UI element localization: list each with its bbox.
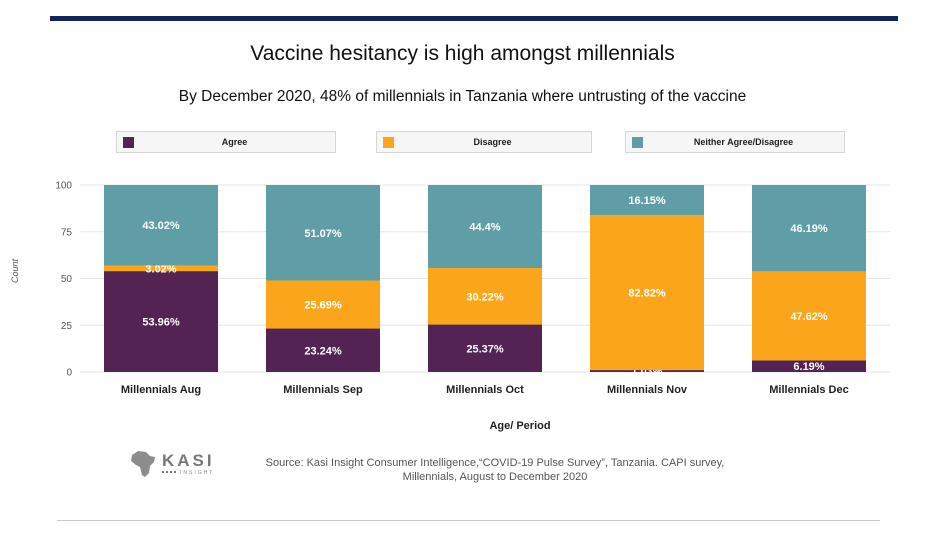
source-note: Source: Kasi Insight Consumer Intelligen… <box>240 456 750 484</box>
bar-segment <box>266 280 380 329</box>
legend-item-disagree[interactable]: Disagree <box>376 131 592 153</box>
x-tick-label: Millennials Oct <box>446 384 524 396</box>
bar-segment <box>590 370 704 372</box>
data-label: 25.37% <box>466 343 504 355</box>
x-tick-label: Millennials Dec <box>769 384 848 396</box>
y-tick-label: 0 <box>66 368 72 379</box>
data-label: 6.19% <box>793 361 824 373</box>
data-label: 43.02% <box>142 220 180 232</box>
legend-label-agree: Agree <box>221 137 248 147</box>
data-label: 3.02% <box>145 263 176 275</box>
logo-subtext: INSIGHT <box>180 470 214 476</box>
data-label: 51.07% <box>304 228 342 240</box>
data-label: 16.15% <box>628 195 666 207</box>
bar-segment <box>428 268 542 325</box>
bar-segment <box>752 360 866 372</box>
bar-segment <box>752 271 866 361</box>
legend-swatch-neither <box>632 136 643 148</box>
x-axis-label: Age/ Period <box>489 420 551 432</box>
footer-rule <box>57 520 880 521</box>
x-tick-label: Millennials Aug <box>121 384 201 396</box>
bar-segment <box>590 215 704 371</box>
source-line-2: Millennials, August to December 2020 <box>402 471 588 483</box>
y-axis-label: Count <box>10 258 20 283</box>
kasi-insight-logo: KASI INSIGHT <box>131 451 215 477</box>
legend-item-neither[interactable]: Neither Agree/Disagree <box>625 131 845 153</box>
y-tick-label: 25 <box>61 321 73 332</box>
bar-segment <box>104 271 218 372</box>
page-subtitle: By December 2020, 48% of millennials in … <box>178 88 747 105</box>
data-label: 82.82% <box>628 288 666 300</box>
legend-label-neither: Neither Agree/Disagree <box>693 137 794 147</box>
legend-swatch-disagree <box>383 136 394 148</box>
data-label: 25.69% <box>304 300 342 312</box>
data-label: 23.24% <box>304 345 342 357</box>
data-label: 46.19% <box>790 223 828 235</box>
source-line-1: Source: Kasi Insight Consumer Intelligen… <box>265 457 725 469</box>
page-title: Vaccine hesitancy is high amongst millen… <box>250 42 675 65</box>
y-tick-label: 100 <box>55 181 72 192</box>
header-rule <box>50 16 898 21</box>
x-tick-label: Millennials Sep <box>283 384 363 396</box>
legend-swatch-agree <box>123 136 134 148</box>
x-tick-label: Millennials Nov <box>607 384 688 396</box>
bar-segment <box>428 185 542 269</box>
bar-segment <box>104 185 218 266</box>
logo-wordmark: KASI <box>162 451 215 470</box>
bar-segment <box>266 328 380 372</box>
africa-map-icon <box>131 451 155 477</box>
bar-segment <box>428 324 542 372</box>
data-label: 44.4% <box>469 222 500 234</box>
data-label: 47.62% <box>790 311 828 323</box>
data-label: 30.22% <box>466 291 504 303</box>
y-tick-label: 75 <box>61 227 73 238</box>
bar-segment <box>590 185 704 216</box>
bar-segment <box>104 265 218 272</box>
legend-item-agree[interactable]: Agree <box>116 131 336 153</box>
data-label: 53.96% <box>142 317 180 329</box>
y-tick-label: 50 <box>61 274 73 285</box>
bar-segment <box>266 185 380 281</box>
legend-label-disagree: Disagree <box>473 137 512 147</box>
bar-segment <box>752 185 866 272</box>
